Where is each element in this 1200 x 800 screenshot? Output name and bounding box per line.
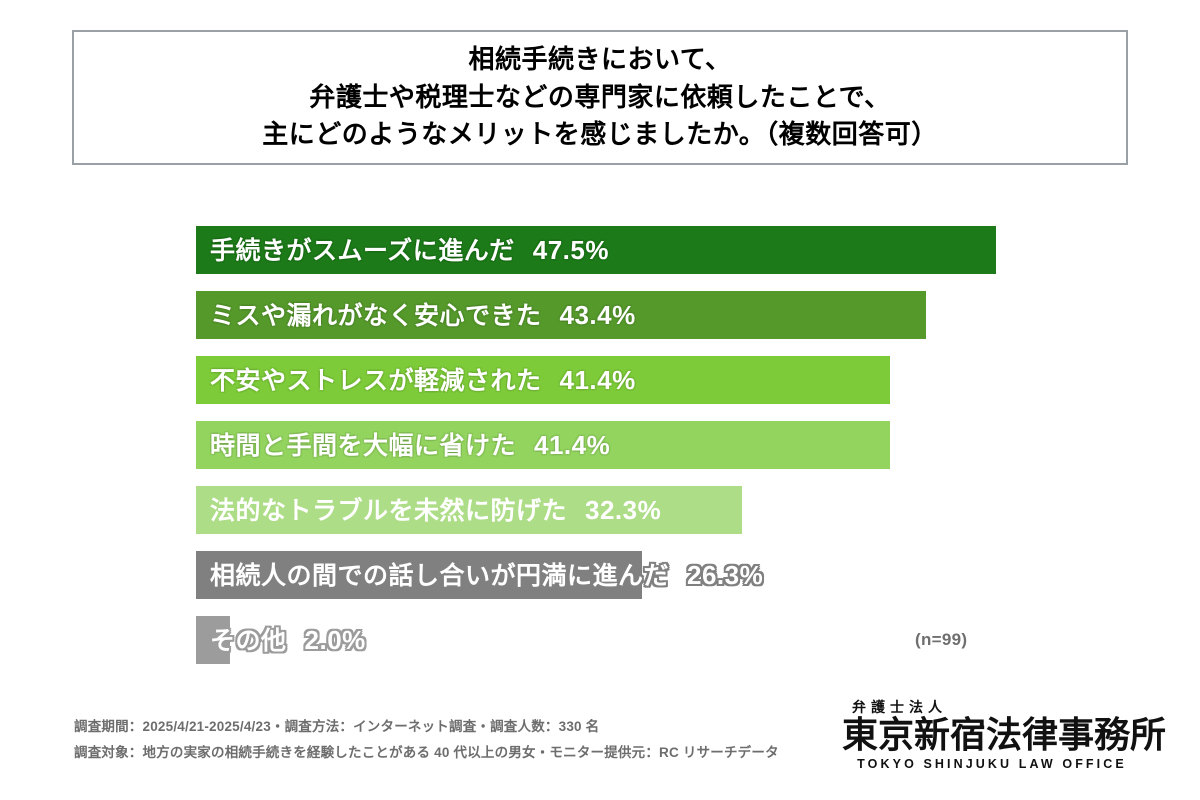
bar-fill bbox=[196, 356, 890, 404]
logo-roman-text: TOKYO SHINJUKU LAW OFFICE bbox=[857, 756, 1127, 771]
bar-value-text: 2.0% bbox=[304, 625, 366, 655]
survey-question-title-box: 相続手続きにおいて、 弁護士や税理士などの専門家に依頼したことで、 主にどのよう… bbox=[72, 30, 1128, 165]
bar-fill bbox=[196, 421, 890, 469]
bar-category-text: 時間と手間を大幅に省けた bbox=[210, 432, 517, 460]
title-line-1: 相続手続きにおいて、 bbox=[468, 43, 732, 74]
bar-value-text: 26.3% bbox=[687, 560, 764, 590]
bar-fill bbox=[196, 291, 926, 339]
bar-label: 相続人の間での話し合いが円満に進んだ 26.3% bbox=[210, 551, 763, 599]
footer-line-2: 調査対象：地方の実家の相続手続きを経験したことがある 40 代以上の男女・モニタ… bbox=[74, 745, 779, 761]
bar-value-text: 41.4% bbox=[534, 430, 611, 460]
bar-chart: 手続きがスムーズに進んだ 47.5% ミスや漏れがなく安心できた 43.4% 不安やスト… bbox=[0, 206, 1200, 686]
bar-value-text: 47.5% bbox=[532, 235, 609, 265]
bar-fill bbox=[196, 226, 996, 274]
bar-row: その他 2.0% bbox=[196, 616, 365, 664]
footer-line-1: 調査期間：2025/4/21-2025/4/23・調査方法：インターネット調査・… bbox=[74, 719, 600, 734]
bar-row: 相続人の間での話し合いが円満に進んだ 26.3% bbox=[196, 551, 763, 599]
bar-value-text: 41.4% bbox=[559, 365, 636, 395]
bar-row: 不安やストレスが軽減された 41.4% bbox=[196, 356, 890, 404]
bar-category-text: ミスや漏れがなく安心できた bbox=[210, 302, 542, 330]
bar-value-text: 32.3% bbox=[585, 495, 662, 525]
bar-label: 法的なトラブルを未然に防げた 32.3% bbox=[210, 486, 661, 534]
bar-category-text: 相続人の間での話し合いが円満に進んだ bbox=[210, 562, 670, 590]
logo-kana-text: 弁護士法人 bbox=[852, 699, 947, 715]
bar-row: 手続きがスムーズに進んだ 47.5% bbox=[196, 226, 996, 274]
bar-label: ミスや漏れがなく安心できた 43.4% bbox=[210, 291, 636, 339]
bar-label: 手続きがスムーズに進んだ 47.5% bbox=[210, 226, 609, 274]
bar-category-text: その他 bbox=[210, 627, 287, 655]
law-office-logo: 弁護士法人 東京新宿法律事務所 TOKYO SHINJUKU LAW OFFIC… bbox=[842, 699, 1167, 772]
logo-main-text: 東京新宿法律事務所 bbox=[842, 714, 1167, 756]
bar-category-text: 手続きがスムーズに進んだ bbox=[210, 237, 515, 265]
bar-category-text: 不安やストレスが軽減された bbox=[210, 367, 542, 395]
bar-row: ミスや漏れがなく安心できた 43.4% bbox=[196, 291, 926, 339]
bar-row: 法的なトラブルを未然に防げた 32.3% bbox=[196, 486, 742, 534]
survey-methodology-footer: 調査期間：2025/4/21-2025/4/23・調査方法：インターネット調査・… bbox=[74, 714, 834, 767]
bar-fill bbox=[196, 551, 642, 599]
bar-label: その他 2.0% bbox=[210, 616, 366, 664]
bar-row: 時間と手間を大幅に省けた 41.4% bbox=[196, 421, 890, 469]
sample-size-label: (n=99) bbox=[915, 630, 968, 649]
bar-fill bbox=[196, 486, 742, 534]
bar-label: 不安やストレスが軽減された 41.4% bbox=[210, 356, 636, 404]
bar-category-text: 法的なトラブルを未然に防げた bbox=[210, 497, 568, 525]
bar-value-text: 43.4% bbox=[559, 300, 636, 330]
bar-fill bbox=[196, 616, 230, 664]
title-line-3: 主にどのようなメリットを感じましたか。（複数回答可） bbox=[262, 119, 938, 150]
title-line-2: 弁護士や税理士などの専門家に依頼したことで、 bbox=[309, 81, 891, 112]
bar-label: 時間と手間を大幅に省けた 41.4% bbox=[210, 421, 610, 469]
